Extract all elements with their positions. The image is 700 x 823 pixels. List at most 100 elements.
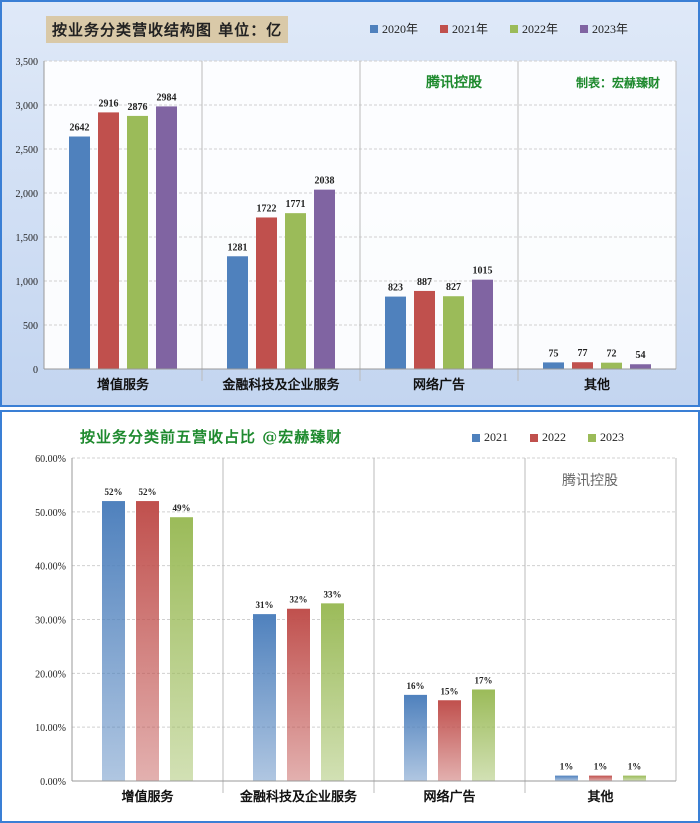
chart2-legend: 2021 2022 2023: [472, 430, 624, 445]
legend-item: 2023年: [580, 20, 628, 37]
legend-label: 2023年: [592, 22, 629, 36]
y-tick-label: 3,000: [16, 101, 39, 112]
y-tick-label: 10.00%: [35, 723, 66, 734]
bar: [256, 217, 277, 369]
legend-swatch: [472, 433, 480, 442]
legend-label: 2020年: [382, 22, 419, 36]
y-tick-label: 30.00%: [35, 616, 66, 627]
bar: [414, 290, 435, 369]
y-tick-label: 0.00%: [40, 777, 66, 788]
data-label: 1%: [594, 762, 608, 772]
bar: [438, 700, 461, 781]
data-label: 1722: [257, 203, 277, 214]
data-label: 72: [607, 349, 617, 360]
data-label: 17%: [475, 675, 493, 685]
chart2-title: 按业务分类前五营收占比 @宏赫臻财: [80, 428, 343, 446]
data-label: 77: [578, 348, 588, 359]
y-tick-label: 2,000: [16, 189, 39, 200]
revenue-share-panel: 0.00% 10.00% 20.00% 30.00% 40.00% 50.00% 60.00…: [0, 410, 700, 823]
data-label: 1771: [286, 199, 306, 210]
bar: [623, 775, 646, 781]
bar: [472, 689, 495, 781]
data-label: 2642: [70, 123, 90, 134]
x-tick-label: 其他: [587, 789, 613, 805]
bar: [572, 362, 593, 369]
legend-swatch: [440, 24, 449, 33]
data-label: 2916: [99, 98, 119, 109]
data-label: 827: [446, 282, 461, 293]
legend-swatch: [510, 24, 519, 33]
data-label: 16%: [407, 681, 425, 691]
x-tick-label: 网络广告: [413, 377, 465, 393]
data-label: 75: [549, 348, 559, 359]
bar: [170, 517, 193, 781]
legend-swatch: [370, 24, 378, 33]
company-annotation: 腾讯控股: [562, 473, 618, 489]
legend-label: 2021年: [452, 22, 489, 36]
bar: [589, 775, 612, 781]
revenue-share-chart: 0.00% 10.00% 20.00% 30.00% 40.00% 50.00% 60.00…: [35, 454, 677, 805]
x-tick-label: 金融科技及企业服务: [221, 377, 340, 393]
y-tick-label: 3,500: [16, 57, 39, 68]
legend-item: 2022年: [510, 20, 558, 37]
legend-swatch: [580, 24, 589, 33]
bar: [127, 115, 148, 369]
bar: [253, 614, 276, 781]
data-label: 1281: [228, 242, 248, 253]
legend-label: 2022年: [522, 22, 559, 36]
legend-item: 2020年: [370, 20, 418, 37]
chart1-legend: 2020年 2021年 2022年 2023年: [370, 20, 628, 37]
x-tick-label: 网络广告: [423, 789, 475, 805]
y-tick-label: 0: [33, 365, 38, 376]
y-tick-label: 2,500: [16, 145, 39, 156]
data-label: 15%: [441, 686, 459, 696]
legend-label: 2022: [542, 430, 566, 444]
bar: [314, 189, 335, 369]
revenue-structure-panel: 0 500 1,000 1,500 2,000 2,500 3,000 3,500 2642 29…: [0, 0, 700, 407]
bar: [404, 694, 427, 781]
legend-item: 2021: [472, 430, 508, 445]
bar: [472, 279, 493, 369]
data-label: 823: [388, 283, 403, 294]
legend-swatch: [588, 433, 596, 442]
data-label: 2038: [315, 176, 335, 187]
data-label: 1015: [473, 266, 493, 277]
data-label: 52%: [105, 487, 123, 497]
bar: [69, 136, 90, 369]
legend-item: 2021年: [440, 20, 488, 37]
bar: [98, 112, 119, 369]
y-tick-label: 500: [23, 321, 38, 332]
chart1-title: 按业务分类营收结构图 单位：亿: [46, 16, 289, 43]
y-tick-label: 20.00%: [35, 669, 66, 680]
bar: [136, 501, 159, 781]
bar: [287, 608, 310, 781]
bar: [102, 501, 125, 781]
data-label: 33%: [324, 589, 342, 599]
legend-item: 2023: [588, 430, 624, 445]
legend-label: 2021: [484, 430, 508, 444]
data-label: 31%: [256, 600, 274, 610]
legend-swatch: [530, 433, 538, 442]
data-label: 887: [417, 277, 432, 288]
bar: [156, 106, 177, 370]
data-label: 2984: [157, 92, 177, 103]
bar: [227, 256, 248, 369]
bar: [555, 775, 578, 781]
data-label: 49%: [173, 503, 191, 513]
company-annotation: 腾讯控股: [426, 75, 482, 91]
author-annotation: 制表：宏赫臻财: [576, 76, 661, 90]
bar: [385, 296, 406, 369]
bar: [285, 213, 306, 369]
data-label: 54: [636, 350, 646, 361]
bar: [601, 362, 622, 369]
legend-label: 2023: [600, 430, 624, 444]
data-label: 32%: [290, 595, 308, 605]
revenue-structure-chart: 0 500 1,000 1,500 2,000 2,500 3,000 3,500 2642 29…: [16, 57, 677, 393]
x-tick-label: 增值服务: [121, 789, 174, 805]
x-tick-label: 增值服务: [97, 377, 150, 393]
data-label: 2876: [128, 102, 148, 113]
data-label: 1%: [560, 762, 574, 772]
data-label: 1%: [628, 762, 642, 772]
y-tick-label: 1,500: [16, 233, 39, 244]
bar: [543, 362, 564, 369]
